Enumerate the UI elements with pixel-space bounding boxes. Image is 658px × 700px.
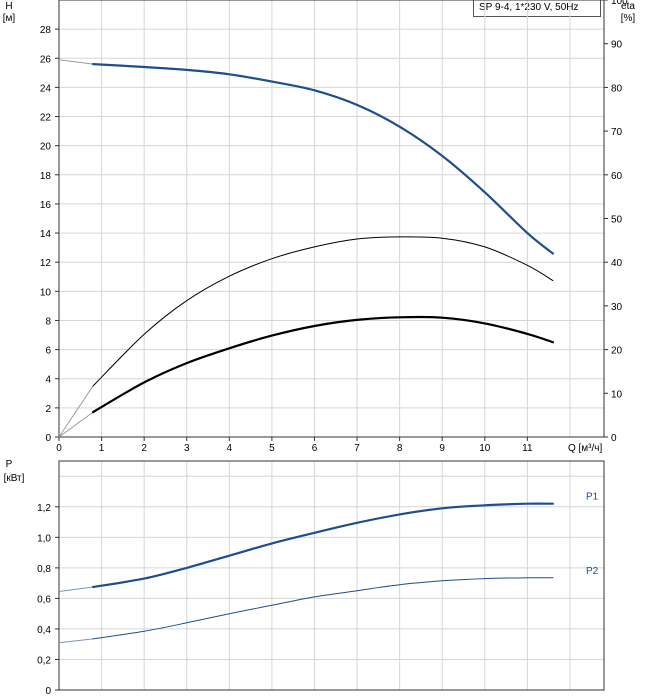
power-curve-p1-extrapolation [58,586,94,592]
head-curve [92,62,554,255]
power-curve-p2-extrapolation [58,638,94,644]
y-right-tick-label: 50 [611,215,623,226]
bottom-plot-frame [58,460,605,691]
y-right-tick-label: 60 [611,171,623,182]
p-tick-label: 0,4 [37,625,51,636]
series-label-p2: P2 [586,566,599,577]
y-left-axis-unit: [м] [3,13,16,24]
efficiency-curve-thick-extrapolation [58,411,94,438]
p-tick-label: 0 [45,686,51,697]
y-right-tick-label: 70 [611,127,623,138]
series-label-p1: P1 [586,492,599,503]
p-tick-label: 1,2 [37,503,51,514]
y-right-tick-label: 30 [611,302,623,313]
efficiency-curve-thin [92,236,554,387]
x-tick-label: 4 [227,443,233,454]
efficiency-curve-thick [92,315,554,414]
y-left-tick-label: 16 [40,200,52,211]
y-left-axis-title: H [5,1,12,12]
y-left-tick-label: 24 [40,83,52,94]
y-left-tick-label: 28 [40,25,52,36]
x-tick-label: 10 [479,443,491,454]
x-axis-title: Q [м³/ч] [568,443,603,454]
y-left-tick-label: 2 [45,404,51,415]
y-right-axis-title: eta [621,1,635,12]
x-tick-label: 3 [184,443,190,454]
head-curve-extrapolation [58,59,94,65]
x-tick-label: 0 [56,443,62,454]
y-right-tick-label: 40 [611,258,623,269]
y-right-tick-label: 10 [611,389,623,400]
y-left-tick-label: 10 [40,287,52,298]
y-left-tick-label: 18 [40,171,52,182]
power-curve-p2 [92,577,554,640]
y-right-tick-label: 0 [611,433,617,444]
y-left-tick-label: 22 [40,113,52,124]
y-right-tick-label: 20 [611,346,623,357]
p-tick-label: 0,2 [37,655,51,666]
y-left-tick-label: 0 [45,433,51,444]
y-right-axis-unit: [%] [621,13,636,24]
x-tick-label: 9 [439,443,445,454]
y-left-tick-label: 12 [40,258,52,269]
p-axis-title: P [6,459,13,470]
x-tick-label: 5 [269,443,275,454]
y-right-tick-label: 100 [611,0,628,7]
x-tick-label: 1 [99,443,105,454]
x-tick-label: 7 [354,443,360,454]
power-curve-p1 [92,502,554,589]
x-tick-label: 6 [312,443,318,454]
y-left-tick-label: 20 [40,142,52,153]
y-right-tick-label: 90 [611,40,623,51]
x-tick-label: 2 [141,443,147,454]
x-tick-label: 8 [397,443,403,454]
y-left-tick-label: 14 [40,229,52,240]
y-left-tick-label: 8 [45,316,51,327]
y-left-tick-label: 6 [45,346,51,357]
p-tick-label: 0,8 [37,564,51,575]
x-tick-label: 11 [522,443,533,454]
efficiency-curve-thin-extrapolation [58,385,94,438]
y-right-tick-label: 80 [611,83,623,94]
p-tick-label: 1,0 [37,533,51,544]
legend-text: SP 9-4, 1*230 V, 50Hz [479,2,579,13]
y-left-tick-label: 4 [45,375,51,386]
p-axis-unit: [кВт] [4,473,25,484]
y-left-tick-label: 26 [40,54,52,65]
top-plot-frame [58,0,605,438]
chart-legend-box: SP 9-4, 1*230 V, 50Hz [473,0,601,17]
p-tick-label: 0,6 [37,594,51,605]
